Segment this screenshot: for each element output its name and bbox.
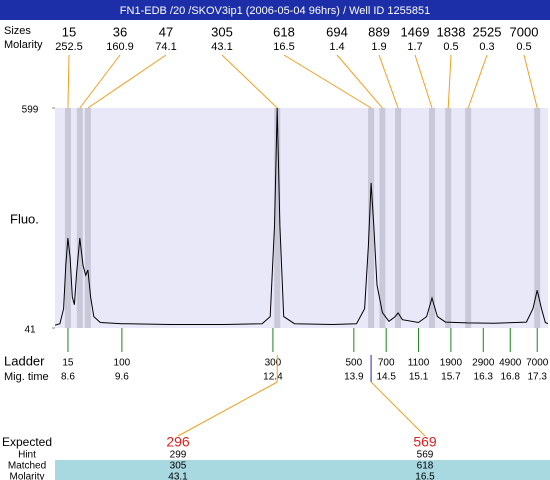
ladder-time: 17.3 <box>527 372 547 383</box>
table-row-label: Hint <box>18 450 36 461</box>
ladder-size: 1100 <box>408 358 430 369</box>
table-hint: 299 <box>170 450 187 461</box>
table-matched: 618 <box>417 461 434 472</box>
size-row-label: Sizes <box>4 25 31 37</box>
ladder-time: 16.3 <box>474 372 494 383</box>
ladder-size: 4900 <box>499 358 522 369</box>
ladder-time: 15.7 <box>441 372 461 383</box>
peak-connector <box>414 54 433 109</box>
peak-molarity: 0.5 <box>443 41 458 53</box>
peak-connector <box>87 54 167 109</box>
peak-connector <box>523 54 538 109</box>
peak-connector <box>336 54 383 109</box>
matched-row-bg <box>55 460 550 480</box>
peak-size: 1469 <box>401 24 430 39</box>
peak-size: 305 <box>211 24 233 39</box>
ladder-time: 9.6 <box>115 372 129 383</box>
peak-size: 2525 <box>473 24 502 39</box>
title-bar <box>0 0 550 20</box>
table-row-label: Matched <box>8 461 46 472</box>
peak-molarity: 16.5 <box>273 41 294 53</box>
peak-size: 7000 <box>510 24 539 39</box>
peak-size: 36 <box>113 24 127 39</box>
peak-band <box>429 108 436 328</box>
table-molarity: 16.5 <box>415 472 435 480</box>
ladder-size: 500 <box>345 358 362 369</box>
table-expected: 569 <box>413 434 437 450</box>
y-axis-label: Fluo. <box>10 211 39 226</box>
ladder-size: 300 <box>265 358 282 369</box>
peak-size: 694 <box>326 24 348 39</box>
peak-connector <box>221 54 278 109</box>
peak-connector <box>67 54 70 109</box>
peak-molarity: 1.7 <box>407 41 422 53</box>
ladder-size: 100 <box>114 358 131 369</box>
y-tick-label: 41 <box>24 325 36 336</box>
peak-size: 1838 <box>437 24 466 39</box>
peak-size: 47 <box>159 24 173 39</box>
peak-connector <box>79 54 121 109</box>
ladder-time: 8.6 <box>61 372 75 383</box>
ladder-time: 13.9 <box>344 372 364 383</box>
ladder-time: 14.5 <box>376 372 396 383</box>
peak-connector <box>378 54 399 109</box>
trace <box>54 107 549 326</box>
peak-molarity: 43.1 <box>211 41 232 53</box>
peak-band <box>368 108 375 328</box>
peak-molarity: 1.4 <box>329 41 344 53</box>
peak-size: 15 <box>62 24 76 39</box>
peak-band <box>274 108 281 328</box>
peak-band <box>379 108 386 328</box>
ladder-size: 2900 <box>472 358 495 369</box>
peak-molarity: 1.9 <box>371 41 386 53</box>
y-tick-label: 599 <box>22 105 39 116</box>
ladder-label: Ladder <box>4 353 45 368</box>
peak-size: 889 <box>368 24 390 39</box>
ladder-size: 7000 <box>526 358 549 369</box>
ladder-time: 16.8 <box>501 372 521 383</box>
expected-connector <box>370 381 426 437</box>
peak-band <box>84 108 91 328</box>
peak-connector <box>467 54 488 109</box>
peak-connector <box>447 54 452 109</box>
table-matched: 305 <box>170 461 187 472</box>
ladder-size: 700 <box>378 358 395 369</box>
peak-band <box>465 108 472 328</box>
ladder-size: 1900 <box>440 358 463 369</box>
plot-area <box>55 108 548 328</box>
peak-connector <box>283 54 372 109</box>
peak-molarity: 252.5 <box>55 41 83 53</box>
peak-molarity: 160.9 <box>106 41 134 53</box>
peak-molarity: 0.5 <box>516 41 531 53</box>
peak-band <box>64 108 71 328</box>
molarity-row-label: Molarity <box>4 39 43 51</box>
expected-connector <box>177 381 278 437</box>
ladder-time: 12.4 <box>263 372 283 383</box>
ladder-time: 15.1 <box>409 372 429 383</box>
table-expected: 296 <box>166 434 190 450</box>
table-row-label: Expected <box>2 435 52 449</box>
table-molarity: 43.1 <box>168 472 188 480</box>
mig-time-label: Mig. time <box>4 371 49 383</box>
peak-molarity: 74.1 <box>155 41 176 53</box>
peak-size: 618 <box>273 24 295 39</box>
peak-band <box>76 108 83 328</box>
peak-band <box>395 108 402 328</box>
peak-molarity: 0.3 <box>479 41 494 53</box>
chart-title: FN1-EDB /20 /SKOV3ip1 (2006-05-04 96hrs)… <box>120 5 430 17</box>
table-hint: 569 <box>417 450 434 461</box>
peak-band <box>445 108 452 328</box>
table-row-label: Molarity <box>9 472 44 480</box>
ladder-size: 15 <box>62 358 74 369</box>
peak-band <box>534 108 541 328</box>
